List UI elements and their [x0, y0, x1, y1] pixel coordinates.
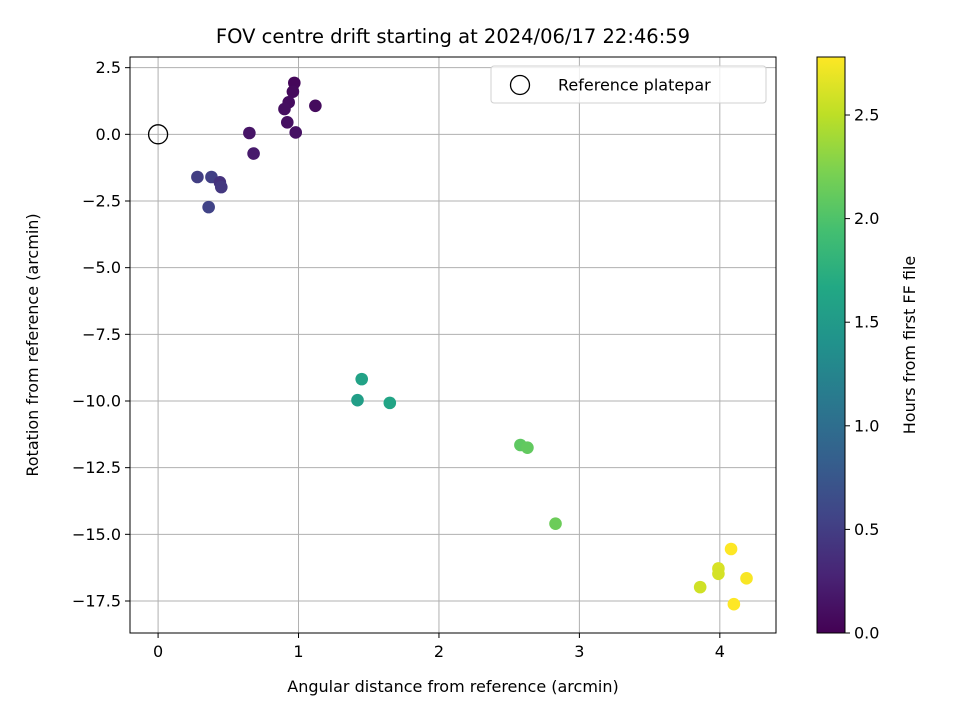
colorbar-tick-label: 2.0: [854, 209, 879, 228]
data-point: [712, 567, 725, 581]
y-tick-label: 2.5: [96, 58, 121, 77]
data-point: [521, 441, 534, 454]
reference-platepar-marker: [147, 124, 169, 145]
data-point: [280, 116, 294, 129]
y-tick-label: −10.0: [72, 392, 121, 411]
x-tick-label: 1: [293, 642, 303, 661]
data-point: [693, 580, 707, 594]
colorbar-gradient: [816, 56, 846, 634]
data-point: [286, 85, 300, 98]
data-point: [740, 572, 753, 585]
colorbar-label: Hours from first FF file: [900, 256, 919, 435]
data-point: [289, 126, 303, 139]
grid: [130, 57, 776, 633]
data-point: [727, 597, 741, 611]
y-tick-label: 0.0: [96, 125, 121, 144]
data-point: [278, 102, 291, 116]
data-point: [202, 200, 215, 214]
colorbar-tick-label: 1.5: [854, 313, 879, 332]
x-axis: 0 1 2 3 4: [153, 633, 725, 661]
data-point: [549, 517, 562, 530]
y-tick-label: −7.5: [82, 325, 121, 344]
y-tick-label: −5.0: [82, 258, 121, 277]
chart-title: FOV centre drift starting at 2024/06/17 …: [216, 25, 690, 48]
x-tick-label: 0: [153, 642, 163, 661]
x-axis-label: Angular distance from reference (arcmin): [287, 677, 618, 696]
data-point: [355, 372, 369, 386]
legend-box: [490, 65, 767, 104]
y-tick-label: −15.0: [72, 525, 121, 544]
data-point: [243, 126, 256, 140]
data-point: [383, 396, 397, 410]
y-tick-label: −2.5: [82, 192, 121, 211]
data-point: [309, 99, 322, 113]
legend: Reference platepar: [490, 65, 767, 104]
y-axis: 2.5 0.0 −2.5 −5.0 −7.5 −10.0 −12.5 −15.0 −17.5: [72, 58, 130, 611]
x-tick-label: 3: [574, 642, 584, 661]
colorbar-tick-label: 2.5: [854, 106, 879, 125]
y-tick-label: −17.5: [72, 592, 121, 611]
x-tick-label: 4: [715, 642, 725, 661]
plot-frame: [129, 56, 777, 634]
data-point: [191, 170, 204, 184]
legend-label-reference: Reference platepar: [558, 76, 711, 95]
data-point: [247, 147, 260, 160]
colorbar: 0.0 0.5 1.0 1.5 2.0 2.5 Hours from first FF f…: [816, 56, 919, 643]
data-point: [214, 180, 228, 194]
y-axis-label: Rotation from reference (arcmin): [23, 213, 42, 476]
colorbar-tick-label: 0.5: [854, 520, 879, 539]
colorbar-ticks: 0.0 0.5 1.0 1.5 2.0 2.5: [845, 106, 879, 643]
plot-area: 0 1 2 3 4 2.5 0.0 −2.5 −5.0 −7.5 −10.0 −12.5 −15.0 −…: [72, 56, 777, 661]
x-tick-label: 2: [434, 642, 444, 661]
y-tick-label: −12.5: [72, 458, 121, 477]
colorbar-tick-label: 1.0: [854, 416, 879, 435]
plot-background: [130, 57, 776, 633]
data-point: [351, 393, 364, 407]
data-point: [724, 542, 738, 556]
data-points: [147, 76, 753, 611]
colorbar-tick-label: 0.0: [854, 624, 879, 643]
legend-marker-reference: [509, 74, 531, 96]
